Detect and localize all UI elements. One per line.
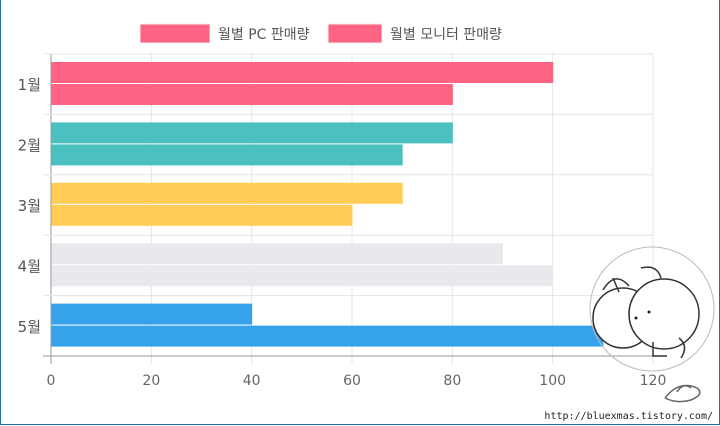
- x-tick-label: 80: [443, 373, 461, 389]
- grid-lines: [43, 53, 654, 364]
- y-category-label: 4월: [18, 257, 41, 275]
- bar-5-series-2[interactable]: [51, 325, 604, 347]
- x-tick-label: 120: [640, 373, 667, 389]
- axes: 0 20 40 60 80 100 120 1월 2월 3월 4월 5월: [18, 76, 667, 389]
- x-tick-label: 0: [47, 373, 56, 389]
- bars: [51, 62, 604, 347]
- legend-item-2[interactable]: 월별 모니터 판매량: [327, 23, 502, 44]
- legend-label: 월별 모니터 판매량: [390, 27, 502, 43]
- bar-2-series-2[interactable]: [51, 144, 403, 166]
- x-tick-label: 100: [539, 373, 566, 389]
- bar-2-series-1[interactable]: [51, 122, 453, 144]
- y-category-label: 2월: [18, 137, 41, 155]
- legend-item-1[interactable]: 월별 PC 판매량: [139, 23, 310, 44]
- x-tick-label: 20: [142, 373, 160, 389]
- bar-1-series-2[interactable]: [51, 84, 453, 105]
- legend-swatch: [139, 23, 211, 44]
- watermark-url: http://bluexmas.tistory.com/: [544, 411, 713, 422]
- bar-4-series-1[interactable]: [51, 243, 504, 265]
- legend-swatch: [327, 23, 383, 44]
- y-category-label: 1월: [18, 76, 41, 94]
- legend-label: 월별 PC 판매량: [218, 27, 310, 43]
- watermark-logo: [589, 246, 715, 403]
- bar-5-series-1[interactable]: [51, 303, 253, 325]
- bar-3-series-1[interactable]: [51, 182, 403, 204]
- bar-1-series-1[interactable]: [51, 62, 554, 83]
- bar-3-series-2[interactable]: [51, 204, 353, 226]
- legend: 월별 PC 판매량 월별 모니터 판매량: [139, 23, 502, 44]
- y-category-label: 5월: [18, 318, 41, 336]
- x-tick-label: 40: [243, 373, 261, 389]
- bar-4-series-2[interactable]: [51, 265, 554, 287]
- x-tick-label: 60: [343, 373, 361, 389]
- y-category-label: 3월: [18, 197, 41, 215]
